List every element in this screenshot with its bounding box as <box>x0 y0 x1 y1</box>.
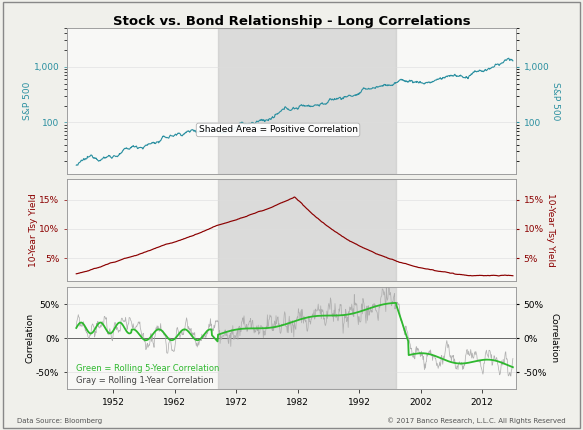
Y-axis label: S&P 500: S&P 500 <box>23 82 32 120</box>
Y-axis label: 10-Year Tsy Yield: 10-Year Tsy Yield <box>546 194 555 267</box>
Bar <box>217 287 396 389</box>
Text: Data Source: Bloomberg: Data Source: Bloomberg <box>17 418 103 424</box>
Text: Gray = Rolling 1-Year Correlation: Gray = Rolling 1-Year Correlation <box>76 376 214 385</box>
Y-axis label: 10-Year Tsy Yield: 10-Year Tsy Yield <box>29 194 38 267</box>
Text: Green = Rolling 5-Year Correlation: Green = Rolling 5-Year Correlation <box>76 364 219 373</box>
Text: Shaded Area = Positive Correlation: Shaded Area = Positive Correlation <box>199 126 357 135</box>
Y-axis label: Correlation: Correlation <box>26 313 34 363</box>
Y-axis label: Correlation: Correlation <box>549 313 558 363</box>
Text: Stock vs. Bond Relationship - Long Correlations: Stock vs. Bond Relationship - Long Corre… <box>113 15 470 28</box>
Bar <box>217 28 396 174</box>
Bar <box>217 179 396 281</box>
Text: © 2017 Banco Research, L.L.C. All Rights Reserved: © 2017 Banco Research, L.L.C. All Rights… <box>387 417 566 424</box>
Y-axis label: S&P 500: S&P 500 <box>552 82 560 120</box>
